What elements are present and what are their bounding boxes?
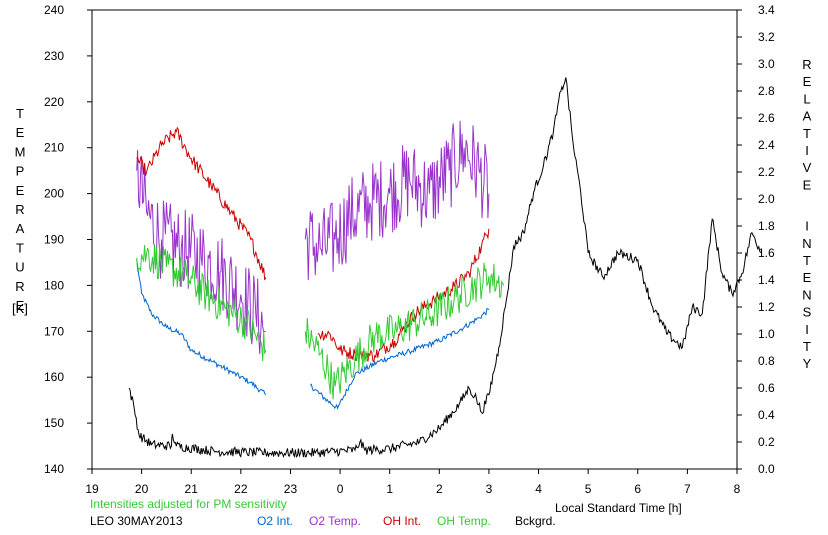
legend-entry: OH Temp. bbox=[437, 514, 491, 528]
right-axis-letter: E bbox=[803, 177, 812, 192]
right-axis-letter: T bbox=[803, 339, 811, 354]
right-tick-label: 1.0 bbox=[758, 327, 775, 341]
right-axis-letter: V bbox=[803, 160, 812, 175]
right-tick-label: 0.2 bbox=[758, 435, 775, 449]
x-axis-ticks: 19 20 21 22 23 0 1 2 3 4 5 6 7 8 bbox=[85, 469, 741, 496]
right-axis-letter: T bbox=[803, 126, 811, 141]
x-tick-label: 21 bbox=[185, 482, 199, 496]
series-line-oh-temp bbox=[304, 262, 505, 400]
series-line-oh-temp bbox=[136, 244, 267, 362]
series-line-oh-int bbox=[317, 228, 490, 363]
right-tick-label: 0.6 bbox=[758, 381, 775, 395]
left-tick-label: 210 bbox=[44, 141, 64, 155]
x-tick-label: 23 bbox=[284, 482, 298, 496]
left-axis-letter: U bbox=[15, 260, 24, 275]
left-axis-ticks: 140 150 160 170 180 190 200 210 220 230 240 bbox=[44, 3, 92, 476]
x-tick-label: 6 bbox=[634, 482, 641, 496]
right-axis-letter: I bbox=[805, 219, 809, 234]
left-tick-label: 200 bbox=[44, 187, 64, 201]
right-axis-letter: L bbox=[803, 91, 810, 106]
right-tick-label: 1.4 bbox=[758, 273, 775, 287]
right-tick-label: 0.0 bbox=[758, 462, 775, 476]
x-tick-label: 2 bbox=[436, 482, 443, 496]
legend-entry: OH Int. bbox=[383, 514, 421, 528]
right-axis-letter: T bbox=[803, 253, 811, 268]
legend: O2 Int. O2 Temp. OH Int. OH Temp. Bckgrd. bbox=[257, 514, 556, 528]
left-axis-unit: [K] bbox=[12, 301, 28, 316]
right-axis-letter: E bbox=[803, 270, 812, 285]
x-tick-label: 22 bbox=[234, 482, 248, 496]
x-tick-label: 4 bbox=[535, 482, 542, 496]
left-axis-letter: P bbox=[16, 164, 25, 179]
right-tick-label: 1.6 bbox=[758, 246, 775, 260]
left-tick-label: 230 bbox=[44, 49, 64, 63]
left-axis-letter: E bbox=[16, 298, 25, 313]
left-tick-label: 240 bbox=[44, 3, 64, 17]
right-tick-label: 3.4 bbox=[758, 3, 775, 17]
left-axis-letter: T bbox=[16, 240, 24, 255]
right-axis-letter: S bbox=[803, 305, 812, 320]
x-tick-label: 3 bbox=[486, 482, 493, 496]
station-date-label: LEO 30MAY2013 bbox=[90, 514, 183, 528]
right-tick-label: 2.0 bbox=[758, 192, 775, 206]
right-tick-label: 0.8 bbox=[758, 354, 775, 368]
right-tick-label: 2.4 bbox=[758, 138, 775, 152]
right-axis-letter: N bbox=[802, 287, 811, 302]
right-tick-label: 2.8 bbox=[758, 84, 775, 98]
right-axis-letter: R bbox=[802, 57, 811, 72]
right-axis-letter: A bbox=[803, 109, 812, 124]
left-axis-letter: T bbox=[16, 106, 24, 121]
left-axis-letter: A bbox=[16, 221, 25, 236]
legend-entry: O2 Temp. bbox=[309, 514, 361, 528]
right-axis-letter: Y bbox=[803, 356, 812, 371]
x-tick-label: 5 bbox=[585, 482, 592, 496]
x-tick-label: 20 bbox=[135, 482, 149, 496]
right-tick-label: 2.6 bbox=[758, 111, 775, 125]
right-tick-label: 3.2 bbox=[758, 30, 775, 44]
left-tick-label: 190 bbox=[44, 233, 64, 247]
left-axis-letter: E bbox=[16, 183, 25, 198]
x-tick-label: 7 bbox=[684, 482, 691, 496]
series-line-oh-int bbox=[136, 126, 267, 281]
right-axis-letter: N bbox=[802, 236, 811, 251]
left-tick-label: 220 bbox=[44, 95, 64, 109]
x-tick-label: 1 bbox=[386, 482, 393, 496]
right-axis-letter: I bbox=[805, 143, 809, 158]
left-axis-letter: R bbox=[15, 279, 24, 294]
left-tick-label: 170 bbox=[44, 324, 64, 338]
right-axis-letter: E bbox=[803, 74, 812, 89]
series-line-o2-int bbox=[136, 259, 267, 396]
left-tick-label: 140 bbox=[44, 462, 64, 476]
x-tick-label: 8 bbox=[734, 482, 741, 496]
left-axis-letter: R bbox=[15, 202, 24, 217]
right-tick-label: 2.2 bbox=[758, 165, 775, 179]
right-tick-label: 3.0 bbox=[758, 57, 775, 71]
x-tick-label: 19 bbox=[85, 482, 99, 496]
x-tick-label: 0 bbox=[337, 482, 344, 496]
left-axis-letter: E bbox=[16, 125, 25, 140]
left-tick-label: 180 bbox=[44, 278, 64, 292]
right-axis-ticks: 0.0 0.2 0.4 0.6 0.8 1.0 1.2 1.4 1.6 1.8 2.0 2.2 2.4 2… bbox=[737, 3, 775, 476]
pm-sensitivity-note: Intensities adjusted for PM sensitivity bbox=[90, 497, 287, 511]
series-line-o2-temp bbox=[304, 120, 490, 281]
left-tick-label: 150 bbox=[44, 416, 64, 430]
left-tick-label: 160 bbox=[44, 370, 64, 384]
x-axis-label: Local Standard Time [h] bbox=[555, 501, 682, 515]
right-tick-label: 0.4 bbox=[758, 408, 775, 422]
legend-entry: O2 Int. bbox=[257, 514, 293, 528]
legend-entry: Bckgrd. bbox=[515, 514, 556, 528]
right-tick-label: 1.8 bbox=[758, 219, 775, 233]
series-layer bbox=[128, 77, 763, 459]
right-tick-label: 1.2 bbox=[758, 300, 775, 314]
right-axis-letter: I bbox=[805, 322, 809, 337]
series-line-bckgrd bbox=[128, 77, 763, 459]
left-axis-letter: M bbox=[15, 144, 26, 159]
series-line-o2-int bbox=[309, 308, 490, 410]
